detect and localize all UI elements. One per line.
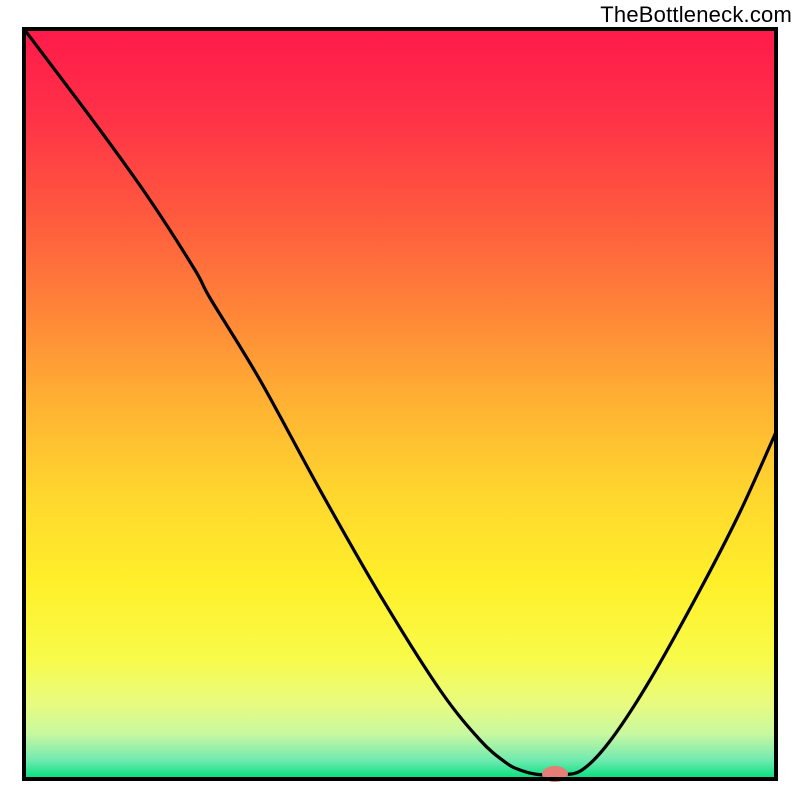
watermark-text: TheBottleneck.com [600, 2, 792, 28]
plot-background-gradient [24, 29, 776, 779]
gradient-line-chart [0, 0, 800, 800]
chart-container: TheBottleneck.com [0, 0, 800, 800]
